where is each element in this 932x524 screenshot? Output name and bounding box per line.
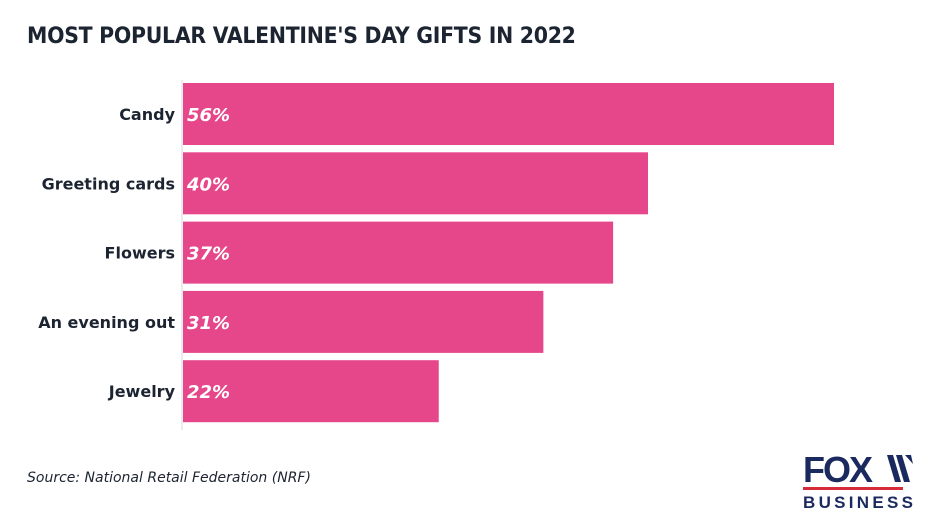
bar-an-evening-out [183, 290, 544, 353]
category-label: Flowers [105, 244, 175, 263]
category-label: An evening out [38, 313, 175, 332]
data-label: 40% [186, 174, 230, 195]
category-label: Candy [119, 105, 175, 124]
data-label: 22% [187, 382, 230, 403]
data-label: 31% [187, 313, 230, 334]
bar-flowers [183, 221, 614, 284]
svg-text:BUSINESS: BUSINESS [803, 493, 913, 512]
data-label: 37% [187, 244, 230, 265]
svg-text:FOX: FOX [803, 452, 873, 490]
data-label: 56% [187, 105, 230, 126]
category-label: Jewelry [108, 382, 176, 401]
source-note: Source: National Retail Federation (NRF) [27, 470, 311, 486]
chart-title: MOST POPULAR VALENTINE'S DAY GIFTS IN 20… [27, 24, 576, 49]
category-label: Greeting cards [42, 174, 175, 193]
bar-jewelry [183, 360, 439, 423]
bar-candy [183, 83, 834, 145]
bar-greeting-cards [183, 152, 648, 215]
fox-business-logo: FOX BUSINESS [803, 452, 913, 512]
